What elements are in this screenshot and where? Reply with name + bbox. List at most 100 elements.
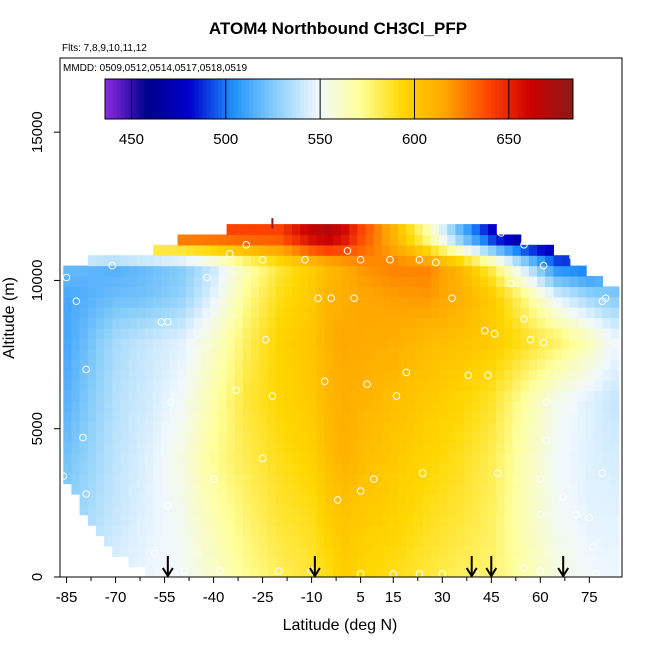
heatmap-cell (128, 473, 138, 485)
heatmap-cell (218, 421, 228, 433)
heatmap-cell (153, 369, 162, 381)
heatmap-cell (406, 556, 416, 568)
heatmap-cell (365, 244, 375, 256)
heatmap-cell (488, 390, 497, 402)
heatmap-cell (381, 379, 391, 391)
heatmap-cell (455, 452, 465, 464)
heatmap-cell (226, 566, 236, 578)
heatmap-cell (316, 556, 326, 568)
heatmap-cell (194, 234, 203, 246)
sample-point (164, 502, 172, 510)
heatmap-cell (226, 525, 236, 537)
heatmap-cell (161, 265, 171, 277)
heatmap-cell (218, 338, 228, 350)
heatmap-cell (463, 442, 473, 454)
sample-point (242, 241, 250, 249)
heatmap-cell (267, 317, 277, 329)
sample-point (559, 493, 568, 501)
heatmap-cell (169, 327, 179, 339)
heatmap-cell (341, 421, 350, 433)
heatmap-cell (161, 421, 171, 433)
heatmap-cell (496, 265, 505, 277)
heatmap-cell (169, 359, 179, 370)
heatmap-cell (430, 317, 440, 329)
heatmap-cell (218, 265, 228, 277)
heatmap-cell (496, 525, 505, 537)
heatmap-cell (259, 462, 269, 474)
heatmap-cell (202, 286, 211, 298)
heatmap-cell (145, 327, 154, 339)
heatmap-cell (610, 307, 620, 319)
heatmap-cell (447, 359, 456, 370)
heatmap-cell (210, 421, 220, 433)
heatmap-cell (512, 566, 522, 578)
heatmap-cell (406, 473, 416, 485)
heatmap-cell (136, 514, 146, 526)
colorbar-swatch (206, 79, 211, 119)
sample-point (572, 510, 581, 519)
heatmap-cell (577, 431, 587, 443)
heatmap-cell (275, 473, 285, 485)
heatmap-cell (95, 514, 105, 526)
y-tick-label: 10000 (29, 260, 46, 302)
heatmap-cell (463, 390, 473, 402)
heatmap-cell (234, 327, 244, 339)
heatmap-cell (169, 566, 179, 578)
heatmap-cell (594, 525, 603, 537)
heatmap-cell (569, 452, 579, 464)
heatmap-cell (71, 359, 81, 370)
heatmap-cell (292, 348, 301, 360)
heatmap-cell (341, 452, 350, 464)
heatmap-cell (292, 369, 301, 381)
heatmap-cell (275, 359, 285, 370)
heatmap-cell (414, 535, 424, 547)
heatmap-cell (406, 566, 416, 578)
heatmap-cell (308, 473, 318, 485)
heatmap-cell (463, 348, 473, 360)
plot-frame (59, 57, 623, 578)
heatmap-cell (553, 473, 563, 485)
heatmap-cell (577, 338, 587, 350)
heatmap-cell (259, 276, 269, 287)
heatmap-cell (112, 286, 122, 298)
heatmap-cell (373, 244, 383, 256)
heatmap-cell (357, 307, 367, 319)
heatmap-cell (202, 514, 211, 526)
heatmap-cell (341, 483, 350, 495)
heatmap-cell (153, 556, 162, 568)
heatmap-cell (267, 556, 277, 568)
heatmap-cell (577, 317, 587, 329)
heatmap-cell (455, 442, 465, 454)
heatmap-cell (545, 286, 554, 298)
heatmap-cell (243, 338, 252, 350)
heatmap-cell (275, 483, 285, 495)
heatmap-cell (308, 390, 318, 402)
heatmap-cell (177, 379, 187, 391)
heatmap-cell (504, 400, 514, 412)
heatmap-cell (414, 286, 424, 298)
heatmap-cell (520, 265, 530, 277)
colorbar-swatch (565, 79, 570, 119)
heatmap-cell (145, 379, 154, 391)
sample-point (418, 469, 427, 478)
heatmap-cell (161, 390, 171, 402)
heatmap-cell (422, 338, 432, 350)
sample-point (62, 273, 71, 282)
heatmap-cell (463, 255, 473, 267)
heatmap-cell (610, 452, 620, 464)
heatmap-cell (586, 452, 595, 464)
heatmap-cell (504, 379, 514, 391)
heatmap-cell (406, 307, 416, 319)
heatmap-cell (504, 556, 514, 568)
heatmap-cell (512, 452, 522, 464)
heatmap-cell (226, 276, 236, 287)
heatmap-cell (161, 556, 171, 568)
heatmap-cell (202, 462, 211, 474)
heatmap-cell (520, 556, 530, 568)
heatmap-cell (202, 234, 211, 246)
colorbar-swatch (557, 79, 562, 119)
heatmap-cell (365, 286, 375, 298)
heatmap-cell (422, 431, 432, 443)
heatmap-cell (553, 348, 563, 360)
